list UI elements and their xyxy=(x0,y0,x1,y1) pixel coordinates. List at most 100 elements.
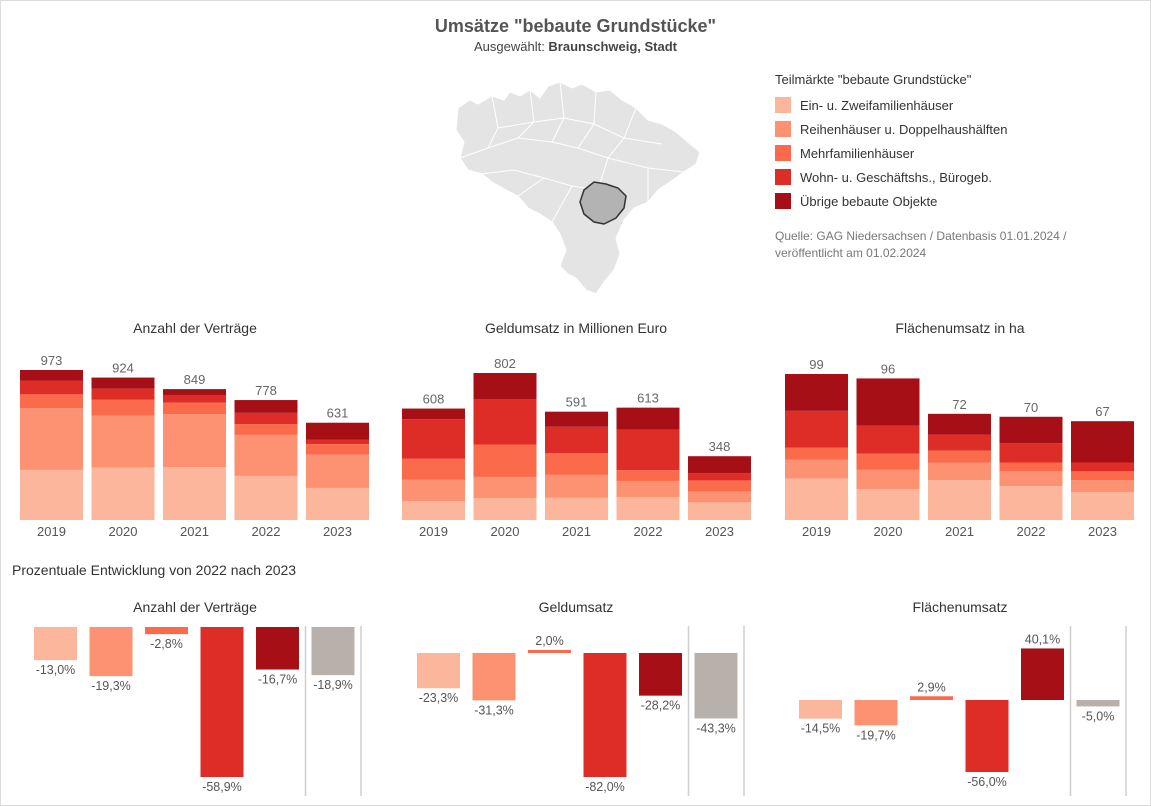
bar-segment[interactable] xyxy=(306,439,369,445)
bar-segment[interactable] xyxy=(856,489,920,520)
legend-item[interactable]: Übrige bebaute Objekte xyxy=(775,189,1007,213)
bar-segment[interactable] xyxy=(545,453,608,475)
map-selected-region[interactable] xyxy=(579,181,627,225)
bar-segment[interactable] xyxy=(234,434,298,476)
bar-segment[interactable] xyxy=(306,422,369,440)
legend-item[interactable]: Ein- u. Zweifamilienhäuser xyxy=(775,93,1007,117)
change-bar[interactable] xyxy=(799,700,842,719)
bar-segment[interactable] xyxy=(616,480,680,498)
bar-segment[interactable] xyxy=(473,498,537,520)
bar-segment[interactable] xyxy=(616,429,680,471)
bar-segment[interactable] xyxy=(616,470,680,481)
bar-segment[interactable] xyxy=(163,467,226,520)
change-bar[interactable] xyxy=(472,653,516,701)
bar-segment[interactable] xyxy=(473,444,537,477)
bar-segment[interactable] xyxy=(545,426,608,454)
bar-segment[interactable] xyxy=(928,480,991,520)
change-bar[interactable] xyxy=(417,653,460,689)
bar-segment[interactable] xyxy=(163,389,226,395)
bar-segment[interactable] xyxy=(999,486,1063,520)
change-bar[interactable] xyxy=(1021,648,1064,700)
bar-segment[interactable] xyxy=(306,454,369,488)
bar-segment[interactable] xyxy=(20,408,83,470)
bar-segment[interactable] xyxy=(402,458,465,480)
bar-segment[interactable] xyxy=(688,456,751,474)
bar-segment[interactable] xyxy=(163,414,226,468)
change-bar[interactable] xyxy=(910,696,953,700)
bar-segment[interactable] xyxy=(688,502,751,520)
bar-segment[interactable] xyxy=(1071,421,1134,463)
bar-segment[interactable] xyxy=(20,394,83,409)
bar-segment[interactable] xyxy=(928,413,991,435)
bar-segment[interactable] xyxy=(1071,480,1134,492)
bar-segment[interactable] xyxy=(545,411,608,427)
bar-segment[interactable] xyxy=(785,459,848,479)
bar-segment[interactable] xyxy=(163,402,226,415)
bar-segment[interactable] xyxy=(999,416,1063,444)
bar-segment[interactable] xyxy=(91,399,155,416)
bar-segment[interactable] xyxy=(785,410,848,448)
bar-segment[interactable] xyxy=(234,412,298,425)
bar-segment[interactable] xyxy=(473,476,537,499)
change-bar[interactable] xyxy=(34,627,77,661)
change-bar[interactable] xyxy=(89,627,133,677)
bar-segment[interactable] xyxy=(856,425,920,454)
bar-segment[interactable] xyxy=(1071,491,1134,520)
change-bar[interactable] xyxy=(200,627,244,777)
bar-segment[interactable] xyxy=(234,424,298,435)
bar-segment[interactable] xyxy=(999,443,1063,463)
bar-segment[interactable] xyxy=(306,444,369,455)
bar-segment[interactable] xyxy=(234,400,298,413)
bar-segment[interactable] xyxy=(928,434,991,451)
change-bar[interactable] xyxy=(639,653,682,696)
bar-segment[interactable] xyxy=(616,497,680,520)
bar-segment[interactable] xyxy=(688,480,751,492)
bar-segment[interactable] xyxy=(999,462,1063,472)
bar-segment[interactable] xyxy=(785,447,848,460)
legend-item[interactable]: Wohn- u. Geschäftshs., Bürogeb. xyxy=(775,165,1007,189)
bar-segment[interactable] xyxy=(306,487,369,520)
bar-segment[interactable] xyxy=(688,491,751,503)
change-bar[interactable] xyxy=(528,649,571,653)
bar-segment[interactable] xyxy=(473,373,537,400)
bar-segment[interactable] xyxy=(1071,462,1134,472)
bar-segment[interactable] xyxy=(928,462,991,481)
bar-segment[interactable] xyxy=(91,467,155,520)
bar-segment[interactable] xyxy=(234,475,298,520)
change-bar[interactable] xyxy=(311,627,355,676)
bar-segment[interactable] xyxy=(402,501,465,520)
bar-segment[interactable] xyxy=(91,388,155,400)
bar-segment[interactable] xyxy=(402,408,465,420)
bar-segment[interactable] xyxy=(928,450,991,463)
change-bar[interactable] xyxy=(854,700,898,726)
bar-segment[interactable] xyxy=(856,378,920,426)
legend-item[interactable]: Reihenhäuser u. Doppelhaushälften xyxy=(775,117,1007,141)
bar-segment[interactable] xyxy=(1071,471,1134,481)
bar-segment[interactable] xyxy=(688,473,751,481)
bar-segment[interactable] xyxy=(402,479,465,502)
bar-segment[interactable] xyxy=(20,380,83,395)
change-bar[interactable] xyxy=(145,627,188,635)
bar-segment[interactable] xyxy=(20,370,83,381)
change-bar[interactable] xyxy=(965,700,1009,772)
change-bar[interactable] xyxy=(256,627,299,670)
change-bar[interactable] xyxy=(583,653,627,777)
bar-segment[interactable] xyxy=(91,377,155,389)
bar-segment[interactable] xyxy=(785,478,848,520)
bar-segment[interactable] xyxy=(856,469,920,490)
bar-segment[interactable] xyxy=(616,407,680,430)
bar-segment[interactable] xyxy=(545,474,608,498)
bar-segment[interactable] xyxy=(785,374,848,411)
bar-segment[interactable] xyxy=(91,415,155,468)
bar-segment[interactable] xyxy=(473,399,537,445)
change-bar[interactable] xyxy=(1076,700,1120,707)
bar-segment[interactable] xyxy=(999,471,1063,487)
bar-segment[interactable] xyxy=(856,453,920,470)
bar-segment[interactable] xyxy=(163,394,226,403)
legend-item[interactable]: Mehrfamilienhäuser xyxy=(775,141,1007,165)
bar-segment[interactable] xyxy=(402,419,465,459)
bar-segment[interactable] xyxy=(545,497,608,520)
region-map[interactable] xyxy=(448,78,708,300)
bar-segment[interactable] xyxy=(20,469,83,520)
change-bar[interactable] xyxy=(694,653,738,719)
